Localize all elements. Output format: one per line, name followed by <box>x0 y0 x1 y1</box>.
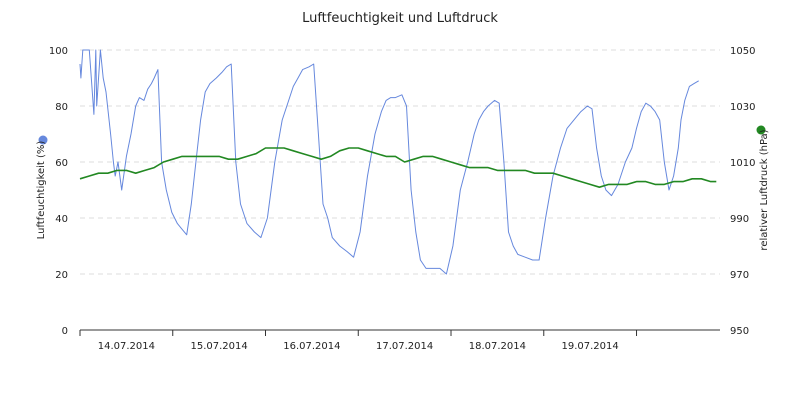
right-tick-label: 1010 <box>730 158 755 169</box>
right-axis-legend-dot <box>756 125 766 135</box>
right-tick-label: 1050 <box>730 46 755 57</box>
series-lines <box>79 49 717 275</box>
x-axis-ticks: 14.07.2014 15.07.2014 16.07.2014 17.07.2014… <box>79 330 638 352</box>
left-axis-ticks: 0 20 40 60 80 100 <box>49 46 68 337</box>
chart-title: Luftfeuchtigkeit und Luftdruck <box>302 11 498 26</box>
x-tick-label: 14.07.2014 <box>98 341 155 352</box>
left-tick-label: 0 <box>62 326 68 337</box>
right-tick-label: 1030 <box>730 102 755 113</box>
left-axis-legend-dot <box>38 135 48 145</box>
left-tick-label: 80 <box>55 102 68 113</box>
left-tick-label: 20 <box>55 270 68 281</box>
right-tick-label: 950 <box>730 326 749 337</box>
x-tick-label: 16.07.2014 <box>283 341 340 352</box>
left-tick-label: 60 <box>55 158 68 169</box>
right-tick-label: 990 <box>730 214 749 225</box>
right-tick-label: 970 <box>730 270 749 281</box>
x-tick-label: 17.07.2014 <box>376 341 433 352</box>
humidity-line <box>79 49 699 275</box>
x-tick-label: 15.07.2014 <box>190 341 247 352</box>
right-axis-ticks: 950 970 990 1010 1030 1050 <box>730 46 755 337</box>
left-tick-label: 100 <box>49 46 68 57</box>
left-tick-label: 40 <box>55 214 68 225</box>
gridlines <box>80 49 720 275</box>
pressure-line <box>79 147 717 188</box>
left-axis-label: Luftfeuchtigkeit (%) <box>36 141 47 240</box>
x-tick-label: 18.07.2014 <box>469 341 526 352</box>
right-axis-label: relativer Luftdruck (hPa) <box>759 129 770 250</box>
x-tick-label: 19.07.2014 <box>562 341 619 352</box>
